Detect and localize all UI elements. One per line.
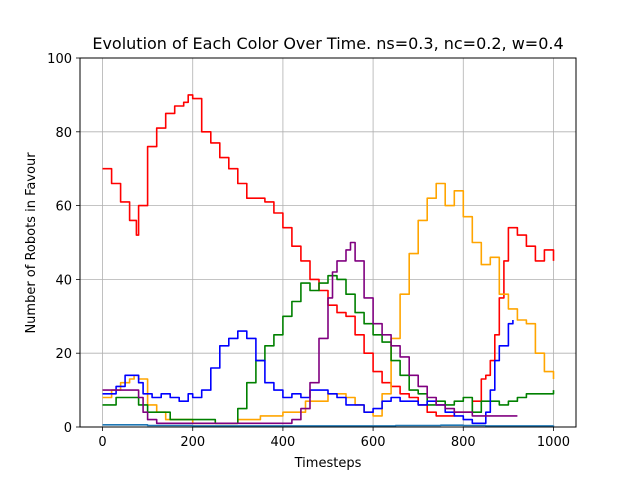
x-tick-label: 400 (270, 435, 295, 450)
series-line-0 (102, 94, 555, 417)
series-line-5 (102, 424, 555, 427)
series-line-1 (102, 182, 555, 425)
chart-title: Evolution of Each Color Over Time. ns=0.… (92, 34, 563, 53)
y-tick-label: 40 (55, 273, 72, 288)
series-layer (102, 94, 555, 427)
y-tick-label: 80 (55, 126, 72, 141)
x-tick-label: 200 (180, 435, 205, 450)
plot-frame (79, 57, 577, 428)
x-tick-label: 800 (451, 435, 476, 450)
x-tick-label: 1000 (537, 435, 570, 450)
y-tick-label: 100 (47, 52, 72, 67)
y-axis-title: Number of Robots in Favour (24, 152, 39, 334)
ticks-layer: 0 200 400 600 800 1000 0 20 40 60 80 100 (47, 52, 570, 450)
x-tick-label: 0 (98, 435, 106, 450)
grid-layer (80, 57, 576, 428)
y-tick-label: 60 (55, 200, 72, 215)
x-axis-title: Timesteps (294, 456, 362, 471)
series-line-4 (102, 241, 518, 425)
y-tick-label: 20 (55, 347, 72, 362)
x-tick-label: 600 (361, 435, 386, 450)
y-tick-label: 0 (64, 421, 72, 436)
